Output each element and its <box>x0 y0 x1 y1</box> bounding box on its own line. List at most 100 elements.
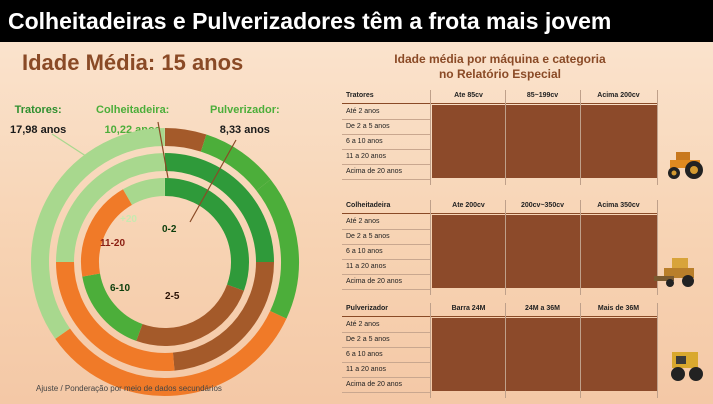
colheitadeira-arc-11-20 <box>56 261 175 371</box>
tratores-row-label-4: Acima de 20 anos <box>346 168 403 175</box>
pulverizador-row-line-1 <box>342 347 430 348</box>
legend-colheitadeira-label: Colheitadeira: <box>96 104 170 116</box>
pulverizador-col-sep-0 <box>430 303 431 398</box>
colheitadeira-col-sep-1 <box>505 200 506 295</box>
tables-title-line2: no Relatório Especial <box>438 67 562 81</box>
age-donut-chart: +20 0-2 11-20 6-10 2-5 <box>31 121 299 396</box>
pulverizador-row-label-4: Acima de 20 anos <box>346 381 403 388</box>
tratores-col-sep-0 <box>430 90 431 185</box>
colheitadeira-col-sep-2 <box>580 200 581 295</box>
pulverizador-arc-11-20 <box>81 189 133 277</box>
pulverizador-header-1: Barra 24M <box>451 305 486 312</box>
colheitadeira-row-label-2: 6 a 10 anos <box>346 248 383 255</box>
pulverizador-values-block <box>432 318 658 391</box>
pulverizador-row-line-0 <box>342 332 430 333</box>
donut-label-2-5: 2-5 <box>165 291 180 302</box>
pointer-line-colheitadeira <box>157 121 169 179</box>
page-title: Colheitadeiras e Pulverizadores têm a fr… <box>0 0 713 42</box>
tratores-col-sep-3 <box>657 90 658 185</box>
colheitadeira-col-sep-0 <box>430 200 431 295</box>
colheitadeira-header-1: Ate 200cv <box>452 202 485 209</box>
tratores-arc-2-5 <box>200 134 271 191</box>
footnote: Ajuste / Ponderação por meio de dados se… <box>36 384 222 393</box>
legend-tratores-value: 17,98 anos <box>10 124 67 136</box>
tables-title: Idade média por máquina e categoria no R… <box>330 52 670 82</box>
legend-tratores: Tratores: 17,98 anos <box>10 104 66 136</box>
tratores-row-line-4 <box>342 179 430 180</box>
colheitadeira-row-line-0 <box>342 229 430 230</box>
donut-label-6-10: 6-10 <box>110 283 130 294</box>
tratores-arc-20plus <box>31 128 165 339</box>
pulverizador-row-line-4 <box>342 392 430 393</box>
colheitadeira-header-line <box>342 213 657 214</box>
sprayer-icon <box>671 352 703 381</box>
pointer-line-tratores <box>51 133 93 161</box>
tratores-row-line-0 <box>342 119 430 120</box>
colheitadeira-row-line-3 <box>342 274 430 275</box>
pulverizador-col-sep-1 <box>505 303 506 398</box>
harvester-icon <box>654 258 694 287</box>
tratores-header-1: Ate 85cv <box>454 92 483 99</box>
tratores-header-0: Tratores <box>346 92 374 99</box>
colheitadeira-row-label-1: De 2 a 5 anos <box>346 233 390 240</box>
colheitadeira-row-line-4 <box>342 289 430 290</box>
tractor-icon <box>668 152 703 179</box>
tratores-row-label-3: 11 a 20 anos <box>346 153 386 160</box>
pulverizador-arc-2-5 <box>136 284 244 346</box>
donut-label-20plus: +20 <box>120 214 137 225</box>
donut-rings <box>31 128 299 396</box>
pulverizador-arc-20plus <box>123 178 166 206</box>
tratores-row-label-1: De 2 a 5 anos <box>346 123 390 130</box>
legend-tratores-label: Tratores: <box>14 104 62 116</box>
colheitadeira-arc-0-2 <box>164 153 274 263</box>
tratores-arc-6-10 <box>256 179 299 319</box>
legend-pulverizador: Pulverizador: 8,33 anos <box>210 104 280 136</box>
tratores-row-label-0: Até 2 anos <box>346 108 380 115</box>
pulverizador-header-2: 24M a 36M <box>524 305 561 312</box>
tratores-values-block <box>432 105 658 178</box>
colheitadeira-header-0: Colheitadeira <box>346 202 391 209</box>
tratores-row-line-1 <box>342 134 430 135</box>
colheitadeira-row-line-1 <box>342 244 430 245</box>
colheitadeira-row-label-4: Acima de 20 anos <box>346 278 403 285</box>
pulverizador-arc-6-10 <box>82 273 143 341</box>
colheitadeira-arc-20plus <box>56 153 166 263</box>
pulverizador-header-0: Pulverizador <box>346 305 389 312</box>
tratores-col-sep-1 <box>505 90 506 185</box>
pulverizador-col-sep-3 <box>657 303 658 398</box>
pulverizador-row-line-3 <box>342 377 430 378</box>
tratores-row-line-3 <box>342 164 430 165</box>
pointer-line-pulverizador <box>189 139 237 223</box>
tables-title-line1: Idade média por máquina e categoria <box>394 52 606 66</box>
tratores-header-line <box>342 103 657 104</box>
colheitadeira-arc-2-5 <box>172 261 274 371</box>
pulverizador-row-label-3: 11 a 20 anos <box>346 366 386 373</box>
pulverizador-arc-0-2 <box>164 178 249 291</box>
donut-label-0-2: 0-2 <box>162 224 177 235</box>
pulverizador-row-label-1: De 2 a 5 anos <box>346 336 390 343</box>
donut-label-11-20: 11-20 <box>100 238 125 249</box>
colheitadeira-row-line-2 <box>342 259 430 260</box>
pulverizador-row-line-2 <box>342 362 430 363</box>
tratores-header-2: 85~199cv <box>526 92 559 99</box>
tratores-row-line-2 <box>342 149 430 150</box>
pulverizador-header-3: Mais de 36M <box>597 305 640 312</box>
tratores-header-3: Acima 200cv <box>597 92 640 99</box>
tratores-col-sep-2 <box>580 90 581 185</box>
colheitadeira-values-block <box>432 215 658 288</box>
tratores-arc-0-2 <box>164 128 207 152</box>
colheitadeira-row-label-3: 11 a 20 anos <box>346 263 386 270</box>
pulverizador-col-sep-2 <box>580 303 581 398</box>
colheitadeira-col-sep-3 <box>657 200 658 295</box>
legend-pulverizador-value: 8,33 anos <box>219 124 270 136</box>
pulverizador-header-line <box>342 316 657 317</box>
pulverizador-row-label-2: 6 a 10 anos <box>346 351 383 358</box>
average-age-heading: Idade Média: 15 anos <box>22 50 244 75</box>
tratores-arc-11-20 <box>55 310 287 396</box>
legend-pulverizador-label: Pulverizador: <box>210 104 280 116</box>
colheitadeira-header-2: 200cv~350cv <box>520 202 565 209</box>
colheitadeira-header-3: Acima 350cv <box>597 202 640 209</box>
tratores-row-label-2: 6 a 10 anos <box>346 138 383 145</box>
colheitadeira-row-label-0: Até 2 anos <box>346 218 380 225</box>
pulverizador-row-label-0: Até 2 anos <box>346 321 380 328</box>
